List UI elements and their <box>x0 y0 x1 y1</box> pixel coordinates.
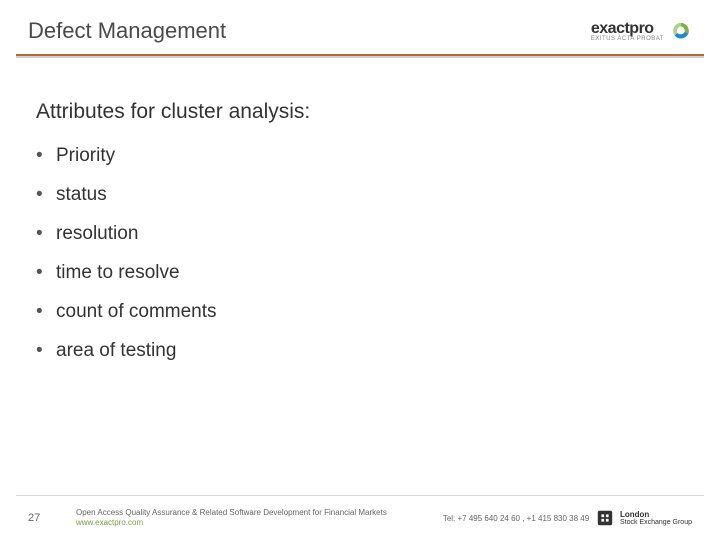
lse-line2: Stock Exchange Group <box>620 519 692 526</box>
page-title: Defect Management <box>28 18 226 44</box>
list-item: area of testing <box>36 341 217 360</box>
list-item: count of comments <box>36 302 217 321</box>
footer-line1: Open Access Quality Assurance & Related … <box>76 508 387 517</box>
list-item: Priority <box>36 146 217 165</box>
footer: 27 Open Access Quality Assurance & Relat… <box>0 496 720 540</box>
logo-tagline: EXITUS ACTA PROBAT <box>591 36 664 42</box>
exactpro-logo: exactpro EXITUS ACTA PROBAT <box>591 20 692 42</box>
lse-text: London Stock Exchange Group <box>620 511 692 526</box>
footer-right-logo: London Stock Exchange Group <box>596 509 692 527</box>
list-item: resolution <box>36 224 217 243</box>
bullet-list: Priority status resolution time to resol… <box>36 146 217 380</box>
list-item: time to resolve <box>36 263 217 282</box>
page-number: 27 <box>28 512 76 524</box>
list-item: status <box>36 185 217 204</box>
footer-text: Open Access Quality Assurance & Related … <box>76 508 387 529</box>
footer-link[interactable]: www.exactpro.com <box>76 518 143 527</box>
footer-tel: Tel: +7 495 640 24 60 , +1 415 830 38 49 <box>443 514 589 523</box>
logo-text-block: exactpro EXITUS ACTA PROBAT <box>591 20 664 42</box>
header: Defect Management exactpro EXITUS ACTA P… <box>28 18 692 44</box>
lse-line1: London <box>620 511 692 519</box>
header-rule <box>16 54 704 57</box>
slide: Defect Management exactpro EXITUS ACTA P… <box>0 0 720 540</box>
exactpro-swirl-icon <box>670 20 692 42</box>
section-heading: Attributes for cluster analysis: <box>36 100 310 124</box>
lse-crest-icon <box>596 509 614 527</box>
